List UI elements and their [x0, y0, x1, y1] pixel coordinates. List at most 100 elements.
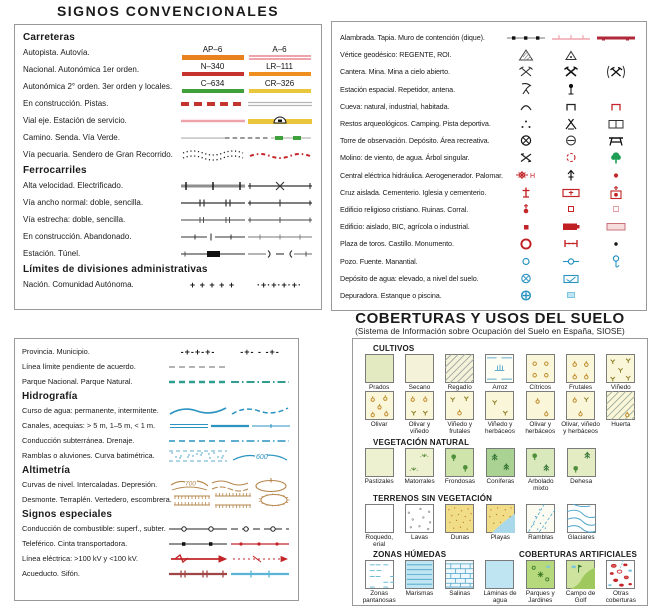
dep-elev-icon	[503, 272, 548, 285]
land-cover-cell-parques: Parques y Jardines	[520, 560, 560, 604]
legend-row: Desmonte. Terraplén. Vertedero, escombre…	[22, 492, 291, 508]
cell-caption: Dehesa	[570, 477, 593, 485]
land-cover-section: CULTIVOS Prados Secano Regadío Arroz Cítricos…	[359, 344, 641, 436]
row-label: Provincia. Municipio.	[22, 347, 90, 356]
row-label: Conducción de combustible: superf., subt…	[22, 524, 166, 533]
section-header: VEGETACIÓN NATURAL	[373, 437, 470, 447]
canal-mid-icon	[209, 421, 250, 431]
row-label: Edificio: aislado, BIC, agrícola o indus…	[340, 222, 470, 232]
section-header: COBERTURAS ARTIFICIALES	[519, 550, 638, 560]
land-cover-swatch-icon	[404, 560, 434, 590]
land-cover-swatch-icon	[525, 354, 555, 383]
legend-row: Cueva: natural, industrial, habitada.	[340, 98, 638, 115]
land-cover-cell-arbolado-mixto: Arbolado mixto	[521, 447, 561, 492]
land-cover-swatch-icon	[606, 560, 636, 590]
legend-row: Estación. Túnel.	[23, 245, 313, 262]
land-cover-swatch-icon	[364, 447, 394, 477]
land-cover-cell-vinedo-frutales: Viñedo y frutales	[440, 391, 480, 435]
pipe-sub-icon	[229, 524, 291, 534]
dashes-icon	[167, 436, 229, 446]
land-cover-cell-coniferas: Coníferas	[480, 447, 520, 492]
row-label: Línea límite pendiente de acuerdo.	[22, 362, 136, 371]
svg-text:600: 600	[256, 454, 268, 461]
cell-caption: Playas	[490, 533, 510, 541]
cell-caption: Viñedo	[610, 384, 631, 391]
dish-icon	[503, 82, 548, 96]
canal-thin-icon	[250, 421, 291, 431]
row-label: Plaza de toros. Castillo. Monumento.	[340, 239, 454, 249]
rail-aband-icon	[246, 231, 313, 243]
land-cover-cell-olivar-herbaceos: Olivar y herbáceos	[520, 391, 560, 435]
legend-row: Alambrada. Tapia. Muro de contención (di…	[340, 29, 638, 46]
row-label: Restos arqueológicos. Camping. Pista dep…	[340, 119, 491, 129]
land-cover-swatch-icon	[525, 560, 555, 590]
fuente-icon	[548, 255, 593, 268]
watermill-icon	[548, 151, 593, 164]
cave-hab-icon	[593, 100, 638, 112]
land-cover-cell-regadio: Regadío	[440, 354, 480, 391]
sym-text-icon: -+-+-+-	[180, 346, 216, 357]
via-verde-icon	[269, 133, 313, 143]
land-cover-swatch-icon	[526, 503, 556, 533]
autopista-shield-icon: AP–6	[179, 45, 246, 60]
elec-big-icon	[167, 553, 229, 565]
elec-small-icon	[229, 553, 291, 565]
legend-row: Vértice geodésico: REGENTE, ROI.	[340, 46, 638, 63]
row-symbols	[503, 237, 638, 251]
legend-row: Autopista. Autovía. AP–6 A–6	[23, 44, 313, 61]
row-label: Alambrada. Tapia. Muro de contención (di…	[340, 33, 485, 43]
legend-row: Acueducto. Sifón.	[22, 566, 291, 581]
row-symbols	[172, 492, 295, 508]
land-cover-swatch-icon	[445, 354, 475, 383]
dash-bar-icon	[179, 99, 246, 109]
dashes-icon	[167, 377, 229, 387]
cell-caption: Viñedo y frutales	[447, 421, 473, 436]
legend-row: Central eléctrica hidráulica. Aerogenera…	[340, 167, 638, 184]
land-cover-cell-glaciares: Glaciares	[561, 503, 601, 548]
rail-elec-icon	[246, 180, 313, 192]
row-label: Cantera. Mina. Mina a cielo abierto.	[340, 67, 450, 77]
land-cover-swatch-icon	[445, 503, 475, 533]
cell-caption: Olivar	[370, 421, 388, 429]
cell-caption: Glaciares	[567, 533, 595, 541]
cell-caption: Regadío	[447, 384, 472, 391]
row-label: Nación. Comunidad Autónoma.	[23, 280, 134, 289]
land-cover-cell-prados: Prados	[359, 354, 399, 391]
land-cover-swatch-icon	[405, 447, 435, 477]
row-symbols: C–634 CR–326	[179, 80, 313, 93]
row-label: Ramblas o aluviones. Curva batimétrica.	[22, 451, 155, 460]
land-cover-cell-zonas-pantanosas: Zonas pantanosas	[359, 560, 399, 604]
row-symbols	[167, 404, 291, 418]
land-cover-swatch-icon	[405, 503, 435, 533]
row-label: Depuradora. Estanque o piscina.	[340, 290, 442, 300]
legend-row: En construcción. Abandonado.	[23, 228, 313, 245]
row-symbols	[168, 421, 291, 431]
row-label: Conducción subterránea. Drenaje.	[22, 436, 135, 445]
row-symbols	[179, 99, 313, 109]
land-cover-cell-frutales: Frutales	[560, 354, 600, 391]
row-label: Edificio religioso cristiano. Ruinas. Co…	[340, 204, 469, 214]
row-symbols	[503, 254, 638, 269]
row-symbols: AP–6 A–6	[179, 45, 313, 60]
land-cover-cell-huerta: Huerta	[601, 391, 641, 435]
legend-row: Autonómica 2° orden. 3er orden y locales…	[23, 78, 313, 95]
windmill-icon	[503, 151, 548, 164]
section-header: TERRENOS SIN VEGETACIÓN	[373, 493, 493, 503]
row-symbols	[179, 197, 313, 209]
legend-row: Restos arqueológicos. Camping. Pista dep…	[340, 115, 638, 132]
row-label: Curso de agua: permanente, intermitente.	[22, 406, 159, 415]
land-cover-cell-matorrales: Matorrales	[399, 447, 439, 492]
row-label: Estación. Túnel.	[23, 249, 81, 258]
section-header: ZONAS HÚMEDAS	[373, 550, 447, 560]
svg-text:H: H	[530, 173, 535, 180]
sym-text-icon: + + + + +	[189, 279, 236, 290]
section-header: CULTIVOS	[373, 344, 415, 353]
tapia-icon	[548, 33, 593, 43]
cave-nat-icon	[503, 100, 548, 112]
dashes-icon	[225, 133, 269, 143]
land-cover-swatch-icon	[445, 447, 475, 477]
cell-row: Roquedo, erial Lavas Dunas Playas Ramblas Gla…	[359, 503, 641, 548]
antenna-icon	[548, 82, 593, 96]
legend-row: Torre de observación. Depósito. Área rec…	[340, 132, 638, 149]
row-label: Vial eje. Estación de servicio.	[23, 116, 127, 125]
